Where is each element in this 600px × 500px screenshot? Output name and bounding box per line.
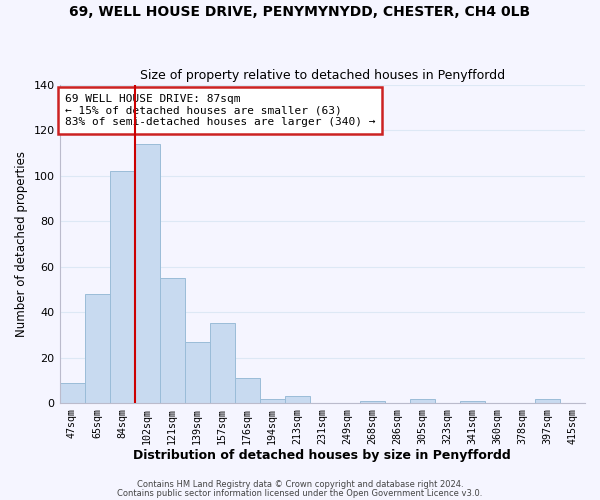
Y-axis label: Number of detached properties: Number of detached properties (15, 151, 28, 337)
Title: Size of property relative to detached houses in Penyffordd: Size of property relative to detached ho… (140, 69, 505, 82)
Bar (110, 171, 134, 403)
Bar (235, 378, 260, 403)
Text: 69, WELL HOUSE DRIVE, PENYMYNYDD, CHESTER, CH4 0LB: 69, WELL HOUSE DRIVE, PENYMYNYDD, CHESTE… (70, 5, 530, 19)
Bar (285, 396, 310, 403)
Bar (260, 398, 285, 403)
Text: Contains public sector information licensed under the Open Government Licence v3: Contains public sector information licen… (118, 488, 482, 498)
Bar (134, 144, 160, 403)
X-axis label: Distribution of detached houses by size in Penyffordd: Distribution of detached houses by size … (133, 450, 511, 462)
Bar (59, 382, 85, 403)
Bar (160, 278, 185, 403)
Bar (410, 398, 435, 403)
Bar (360, 401, 385, 403)
Text: 69 WELL HOUSE DRIVE: 87sqm
← 15% of detached houses are smaller (63)
83% of semi: 69 WELL HOUSE DRIVE: 87sqm ← 15% of deta… (65, 94, 375, 128)
Text: Contains HM Land Registry data © Crown copyright and database right 2024.: Contains HM Land Registry data © Crown c… (137, 480, 463, 489)
Bar (460, 401, 485, 403)
Bar (85, 294, 110, 403)
Bar (185, 342, 209, 403)
Bar (535, 398, 560, 403)
Bar (209, 324, 235, 403)
